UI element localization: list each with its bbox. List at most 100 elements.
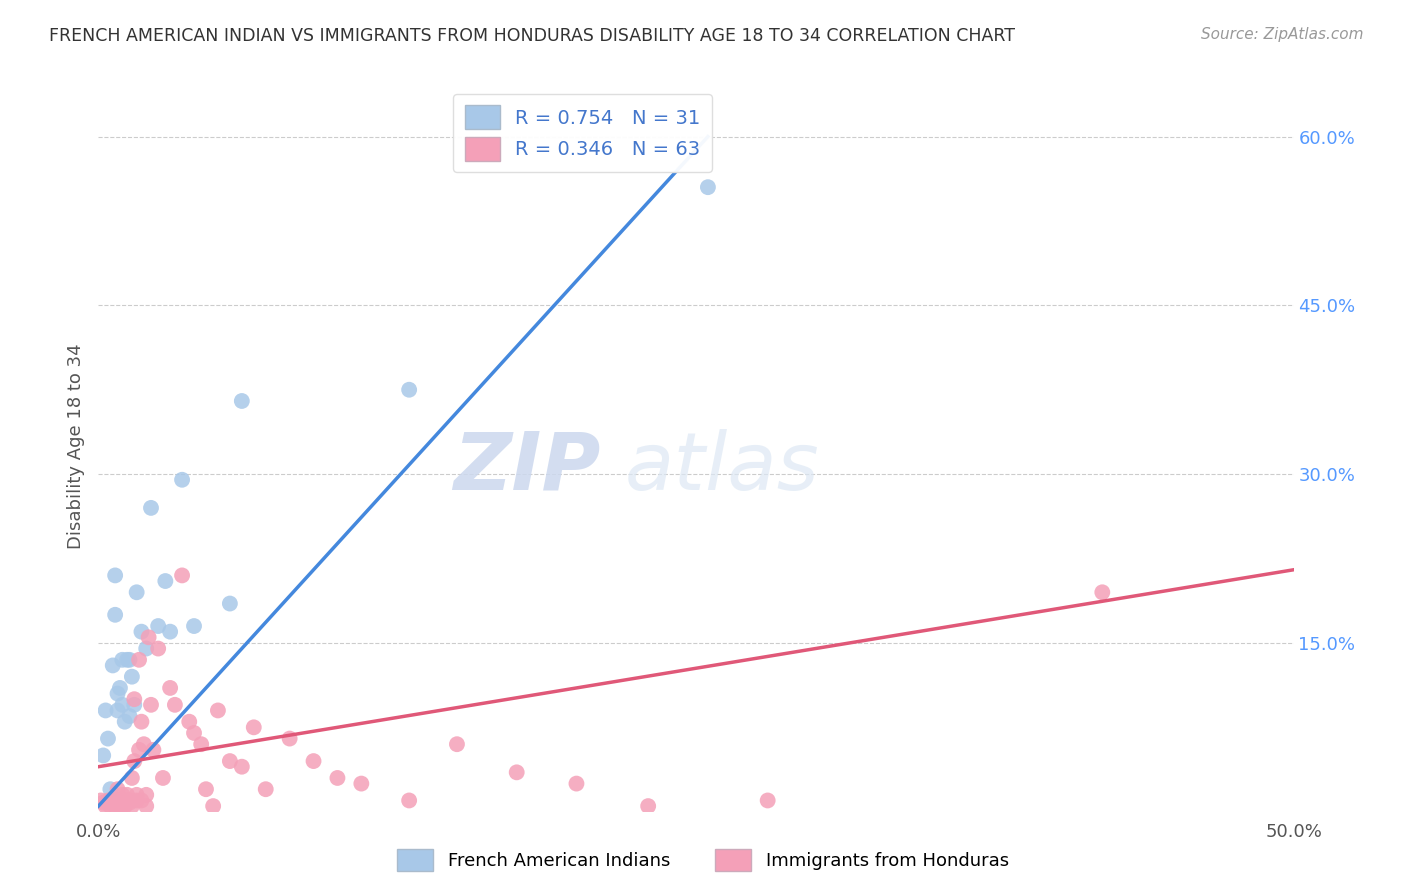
Point — [326, 771, 349, 785]
Point — [121, 771, 143, 785]
Point — [131, 793, 153, 807]
Point — [637, 799, 659, 814]
Text: ZIP: ZIP — [453, 429, 600, 507]
Point — [97, 731, 120, 746]
Legend: French American Indians, Immigrants from Honduras: French American Indians, Immigrants from… — [389, 842, 1017, 879]
Point — [159, 624, 181, 639]
Point — [159, 681, 181, 695]
Point — [114, 714, 136, 729]
Text: Source: ZipAtlas.com: Source: ZipAtlas.com — [1201, 27, 1364, 42]
Point — [115, 793, 138, 807]
Point — [131, 624, 153, 639]
Point — [142, 743, 165, 757]
Point — [114, 799, 136, 814]
Point — [183, 726, 205, 740]
Point — [128, 743, 150, 757]
Point — [115, 653, 138, 667]
Point — [195, 782, 218, 797]
Point — [98, 793, 122, 807]
Point — [231, 760, 253, 774]
Point — [121, 670, 143, 684]
Point — [107, 782, 129, 797]
Point — [128, 653, 150, 667]
Point — [152, 771, 174, 785]
Point — [118, 796, 141, 810]
Point — [398, 383, 420, 397]
Point — [219, 597, 242, 611]
Point — [172, 568, 194, 582]
Point — [124, 692, 146, 706]
Point — [243, 720, 266, 734]
Point — [135, 799, 157, 814]
Point — [254, 782, 277, 797]
Point — [118, 793, 141, 807]
Point — [148, 641, 170, 656]
Point — [278, 731, 301, 746]
Point — [104, 607, 127, 622]
Point — [446, 737, 468, 751]
Point — [183, 619, 205, 633]
Point — [163, 698, 186, 712]
Point — [111, 653, 134, 667]
Point — [219, 754, 242, 768]
Legend: R = 0.754   N = 31, R = 0.346   N = 63: R = 0.754 N = 31, R = 0.346 N = 63 — [453, 94, 711, 172]
Point — [172, 473, 194, 487]
Point — [98, 782, 122, 797]
Point — [202, 799, 225, 814]
Y-axis label: Disability Age 18 to 34: Disability Age 18 to 34 — [66, 343, 84, 549]
Point — [108, 681, 131, 695]
Point — [90, 793, 112, 807]
Point — [111, 698, 134, 712]
Point — [121, 799, 143, 814]
Point — [190, 737, 212, 751]
Point — [398, 793, 420, 807]
Point — [138, 630, 160, 644]
Text: atlas: atlas — [624, 429, 820, 507]
Point — [350, 776, 373, 790]
Point — [91, 748, 114, 763]
Point — [125, 585, 148, 599]
Point — [139, 500, 162, 515]
Point — [302, 754, 325, 768]
Point — [139, 698, 162, 712]
Point — [125, 788, 148, 802]
Point — [135, 641, 157, 656]
Point — [207, 703, 229, 717]
Text: FRENCH AMERICAN INDIAN VS IMMIGRANTS FROM HONDURAS DISABILITY AGE 18 TO 34 CORRE: FRENCH AMERICAN INDIAN VS IMMIGRANTS FRO… — [49, 27, 1015, 45]
Point — [155, 574, 177, 588]
Point — [108, 799, 131, 814]
Point — [118, 653, 141, 667]
Point — [125, 793, 148, 807]
Point — [506, 765, 529, 780]
Point — [107, 687, 129, 701]
Point — [98, 799, 122, 814]
Point — [131, 714, 153, 729]
Point — [132, 737, 155, 751]
Point — [135, 788, 157, 802]
Point — [115, 788, 138, 802]
Point — [94, 703, 117, 717]
Point — [94, 799, 117, 814]
Point — [104, 793, 127, 807]
Point — [231, 394, 253, 409]
Point — [1091, 585, 1114, 599]
Point — [104, 799, 127, 814]
Point — [104, 568, 127, 582]
Point — [101, 796, 124, 810]
Point — [179, 714, 201, 729]
Point — [97, 793, 120, 807]
Point — [124, 698, 146, 712]
Point — [124, 754, 146, 768]
Point — [108, 793, 131, 807]
Point — [148, 619, 170, 633]
Point — [107, 703, 129, 717]
Point — [91, 796, 114, 810]
Point — [111, 799, 134, 814]
Point — [565, 776, 588, 790]
Point — [697, 180, 720, 194]
Point — [101, 658, 124, 673]
Point — [118, 709, 141, 723]
Point — [111, 788, 134, 802]
Point — [756, 793, 779, 807]
Point — [107, 793, 129, 807]
